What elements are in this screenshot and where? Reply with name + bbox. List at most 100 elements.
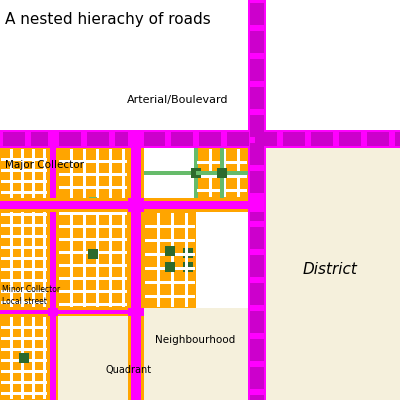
- Bar: [1, 359, 47, 362]
- Bar: [250, 283, 264, 305]
- Bar: [196, 148, 248, 198]
- Bar: [1, 268, 47, 271]
- Bar: [59, 303, 127, 306]
- Bar: [311, 132, 333, 146]
- Bar: [0, 308, 128, 316]
- Bar: [248, 0, 266, 400]
- Bar: [1, 301, 47, 304]
- Bar: [145, 267, 195, 270]
- Bar: [250, 255, 264, 277]
- Bar: [109, 149, 112, 307]
- Bar: [144, 212, 196, 308]
- Bar: [222, 149, 226, 197]
- Bar: [0, 316, 48, 400]
- Bar: [238, 149, 242, 197]
- Bar: [1, 213, 47, 216]
- Bar: [1, 257, 47, 260]
- Bar: [1, 191, 47, 194]
- Bar: [48, 148, 50, 400]
- Bar: [196, 171, 248, 175]
- Bar: [1, 370, 47, 373]
- Bar: [58, 148, 128, 308]
- Bar: [1, 224, 47, 227]
- Bar: [206, 149, 210, 197]
- Bar: [0, 201, 248, 209]
- Bar: [250, 367, 264, 389]
- Bar: [250, 227, 264, 249]
- Bar: [158, 149, 162, 197]
- Bar: [48, 130, 58, 148]
- Bar: [87, 132, 109, 146]
- Bar: [145, 295, 195, 298]
- Bar: [1, 180, 47, 183]
- Bar: [1, 381, 47, 384]
- Bar: [145, 281, 195, 284]
- Bar: [89, 197, 97, 205]
- Bar: [1, 392, 47, 395]
- Bar: [250, 311, 264, 333]
- Bar: [141, 148, 144, 400]
- Bar: [1, 337, 47, 340]
- Bar: [250, 143, 264, 165]
- Bar: [227, 132, 249, 146]
- Bar: [165, 262, 175, 272]
- Text: Local street: Local street: [2, 298, 47, 306]
- Bar: [250, 59, 264, 81]
- Bar: [1, 348, 47, 351]
- Bar: [196, 212, 248, 308]
- Bar: [190, 149, 194, 197]
- Bar: [31, 132, 53, 146]
- Bar: [144, 171, 248, 175]
- Bar: [145, 178, 247, 182]
- Bar: [96, 149, 99, 307]
- Bar: [0, 314, 128, 316]
- Bar: [0, 308, 128, 310]
- Bar: [128, 308, 144, 316]
- Bar: [43, 149, 46, 307]
- Bar: [59, 160, 127, 163]
- Bar: [144, 148, 248, 198]
- Bar: [131, 148, 141, 400]
- Bar: [0, 130, 400, 148]
- Bar: [395, 132, 400, 146]
- Bar: [43, 317, 46, 399]
- Bar: [266, 148, 400, 400]
- Bar: [209, 149, 212, 197]
- Bar: [0, 148, 48, 308]
- Bar: [145, 226, 247, 230]
- Bar: [220, 148, 224, 198]
- Bar: [115, 132, 137, 146]
- Bar: [48, 148, 58, 400]
- Bar: [250, 31, 264, 53]
- Bar: [122, 149, 125, 307]
- Bar: [19, 353, 29, 363]
- Bar: [158, 213, 162, 307]
- Bar: [59, 199, 127, 202]
- Bar: [144, 212, 248, 400]
- Bar: [339, 132, 361, 146]
- Bar: [1, 158, 47, 161]
- Bar: [367, 132, 389, 146]
- Bar: [59, 277, 127, 280]
- Bar: [238, 213, 242, 307]
- Bar: [1, 326, 47, 329]
- Bar: [165, 246, 175, 256]
- Bar: [1, 279, 47, 282]
- Bar: [145, 274, 247, 278]
- Bar: [88, 249, 98, 259]
- Bar: [32, 317, 35, 399]
- Bar: [145, 290, 247, 294]
- Bar: [59, 290, 127, 293]
- Text: A nested hierachy of roads: A nested hierachy of roads: [5, 12, 211, 27]
- Bar: [0, 198, 248, 212]
- Bar: [145, 225, 195, 228]
- Bar: [59, 132, 81, 146]
- Bar: [1, 202, 47, 205]
- Bar: [222, 213, 226, 307]
- Bar: [128, 198, 144, 212]
- Bar: [0, 310, 128, 314]
- Bar: [199, 132, 221, 146]
- Bar: [70, 149, 73, 307]
- Bar: [59, 238, 127, 241]
- Bar: [237, 149, 240, 197]
